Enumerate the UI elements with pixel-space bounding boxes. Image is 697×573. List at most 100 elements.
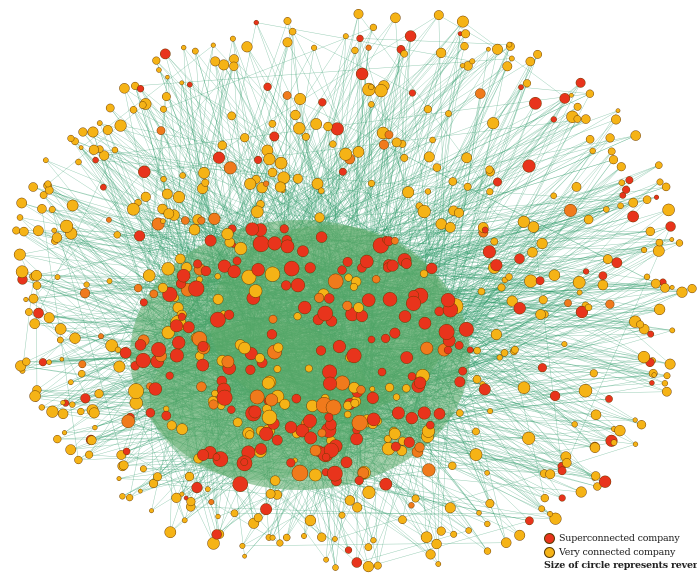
node-very-connected	[165, 74, 170, 80]
node-very-connected	[171, 492, 182, 503]
node-company	[223, 161, 237, 175]
node-very-connected	[500, 537, 512, 548]
node-superconnected	[240, 458, 249, 466]
node-very-connected	[69, 401, 76, 408]
node-superconnected	[204, 234, 217, 247]
node-superconnected	[191, 482, 203, 494]
node-very-connected	[538, 505, 546, 513]
node-very-connected	[261, 409, 278, 425]
node-very-connected	[263, 153, 276, 166]
node-superconnected	[251, 263, 265, 277]
node-very-connected	[511, 345, 519, 354]
node-very-connected	[46, 405, 59, 418]
node-very-connected	[253, 513, 263, 523]
node-very-connected	[486, 46, 491, 52]
node-very-connected	[444, 222, 456, 233]
node-very-connected	[400, 50, 408, 58]
node-very-connected	[128, 383, 144, 399]
node-very-connected	[435, 561, 442, 567]
node-very-connected	[653, 303, 666, 316]
node-company	[149, 289, 159, 299]
node-superconnected	[401, 258, 412, 269]
node-very-connected	[608, 155, 619, 165]
node-very-connected	[74, 455, 83, 465]
node-very-connected	[448, 177, 458, 186]
node-superconnected	[317, 305, 333, 322]
node-superconnected	[297, 245, 309, 258]
node-company	[384, 130, 394, 140]
node-very-connected	[506, 295, 518, 307]
node-superconnected	[559, 93, 571, 104]
node-very-connected	[675, 239, 684, 247]
node-very-connected	[274, 181, 286, 193]
node-superconnected	[210, 311, 226, 328]
node-very-connected	[290, 109, 301, 121]
node-very-connected	[420, 531, 433, 543]
node-very-connected	[251, 205, 264, 219]
node-superconnected	[254, 155, 263, 164]
node-superconnected	[413, 376, 427, 389]
node-very-connected	[517, 215, 530, 228]
node-very-connected	[617, 202, 624, 210]
node-superconnected	[535, 276, 545, 286]
node-very-connected	[229, 61, 239, 71]
node-superconnected	[557, 466, 567, 476]
node-very-connected	[349, 282, 358, 291]
node-very-connected	[102, 125, 113, 135]
node-superconnected	[404, 30, 417, 42]
node-layer	[12, 8, 697, 573]
node-very-connected	[60, 219, 74, 233]
node-very-connected	[241, 269, 257, 285]
node-company	[325, 399, 342, 416]
node-very-connected	[54, 323, 67, 335]
node-superconnected	[454, 341, 464, 350]
node-superconnected	[186, 81, 193, 88]
node-very-connected	[385, 383, 395, 392]
node-very-connected	[505, 273, 513, 281]
node-superconnected	[377, 367, 387, 377]
node-very-connected	[444, 502, 456, 514]
node-very-connected	[456, 15, 469, 28]
node-very-connected	[157, 282, 168, 293]
node-very-connected	[652, 245, 665, 257]
node-superconnected	[440, 292, 456, 308]
node-superconnected	[197, 449, 210, 461]
node-very-connected	[424, 188, 432, 195]
node-very-connected	[44, 180, 52, 188]
node-very-connected	[304, 514, 317, 527]
node-superconnected	[80, 393, 91, 404]
node-very-connected	[67, 134, 75, 142]
node-very-connected	[662, 203, 675, 217]
node-superconnected	[381, 333, 391, 343]
node-very-connected	[156, 67, 162, 73]
node-superconnected	[622, 185, 631, 194]
node-superconnected	[134, 339, 147, 351]
node-very-connected	[448, 461, 457, 470]
node-superconnected	[170, 319, 183, 333]
node-very-connected	[179, 172, 186, 179]
node-superconnected	[224, 309, 235, 320]
node-very-connected	[391, 137, 402, 148]
node-very-connected	[525, 56, 536, 67]
node-very-connected	[184, 471, 195, 482]
node-very-connected	[527, 247, 538, 258]
node-very-connected	[473, 346, 481, 355]
node-very-connected	[352, 502, 363, 513]
node-superconnected	[598, 475, 612, 488]
node-very-connected	[645, 226, 655, 237]
node-very-connected	[53, 434, 62, 444]
node-company	[317, 428, 327, 438]
node-very-connected	[164, 526, 177, 539]
node-superconnected	[390, 441, 401, 452]
node-company	[365, 44, 372, 51]
node-very-connected	[114, 119, 127, 132]
node-very-connected	[548, 269, 561, 281]
node-very-connected	[119, 83, 130, 94]
node-very-connected	[176, 423, 188, 435]
node-very-connected	[485, 165, 494, 174]
node-superconnected	[493, 177, 502, 187]
node-company	[196, 381, 207, 392]
node-superconnected	[259, 426, 274, 441]
node-very-connected	[43, 312, 55, 324]
node-very-connected	[214, 273, 221, 280]
